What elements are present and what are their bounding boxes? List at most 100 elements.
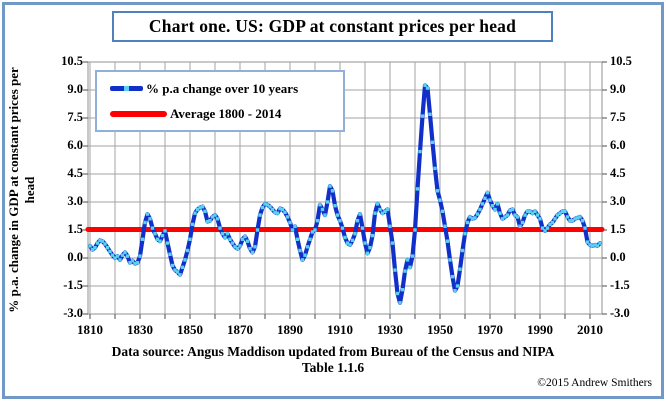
data-point-marker <box>278 206 282 211</box>
data-point-marker <box>573 217 577 221</box>
data-point-marker <box>240 237 245 241</box>
data-point-marker <box>408 265 412 269</box>
data-point-marker <box>225 232 230 236</box>
data-point-marker <box>375 202 380 206</box>
series-markers <box>88 83 602 305</box>
data-point-marker <box>143 220 147 225</box>
data-point-marker <box>198 205 202 210</box>
data-point-marker <box>570 219 575 223</box>
data-point-marker <box>398 301 402 305</box>
data-point-marker <box>325 200 330 204</box>
data-point-marker <box>428 112 432 116</box>
data-point-marker <box>495 202 500 206</box>
y-axis-tick-label-left: 10.5 <box>61 54 83 68</box>
data-point-marker <box>260 205 265 210</box>
data-point-marker <box>168 252 172 256</box>
data-point-marker <box>373 211 377 215</box>
data-point-marker <box>465 220 470 225</box>
data-point-marker <box>183 258 187 262</box>
data-point-marker <box>363 241 367 245</box>
data-point-marker <box>370 233 375 238</box>
data-point-marker <box>538 217 542 221</box>
y-axis-tick-label-right: -3.0 <box>610 306 630 320</box>
data-point-marker <box>463 232 467 236</box>
data-point-marker <box>230 241 235 245</box>
data-point-marker <box>148 217 152 221</box>
data-point-marker <box>163 229 167 233</box>
data-point-marker <box>280 207 285 212</box>
data-point-marker <box>585 240 590 244</box>
data-point-marker <box>270 207 275 212</box>
data-point-marker <box>588 243 592 247</box>
y-axis-tick-label-left: 3.0 <box>67 194 83 208</box>
data-point-marker <box>330 189 335 193</box>
y-axis-tick-label-right: 1.5 <box>610 222 626 236</box>
data-point-marker <box>565 215 570 219</box>
data-point-marker <box>255 228 260 232</box>
data-point-marker <box>510 207 515 212</box>
y-axis-title-line2: head <box>22 176 37 204</box>
data-point-marker <box>513 213 517 217</box>
y-axis-tick-label-left: 9.0 <box>67 82 83 96</box>
data-point-marker <box>125 254 130 258</box>
x-axis-tick-label: 2010 <box>577 322 603 337</box>
y-axis-tick-label-left: 0.0 <box>67 250 83 264</box>
data-point-marker <box>595 244 600 248</box>
data-point-marker <box>505 213 510 217</box>
data-point-marker <box>490 204 495 208</box>
data-point-marker <box>100 239 105 243</box>
data-point-marker <box>138 254 142 258</box>
y-axis-tick-label-left: 1.5 <box>67 222 83 236</box>
data-point-marker <box>533 209 537 213</box>
y-axis-tick-label-left: 4.5 <box>67 166 83 180</box>
data-point-marker <box>120 253 125 257</box>
data-point-marker <box>243 234 247 239</box>
data-point-marker <box>283 210 287 214</box>
data-point-marker <box>190 222 195 227</box>
y-axis-tick-label-right: 3.0 <box>610 194 626 208</box>
data-point-marker <box>543 229 547 233</box>
data-point-marker <box>593 243 597 247</box>
data-point-marker <box>498 211 502 215</box>
data-point-marker <box>300 258 305 262</box>
data-point-marker <box>598 241 602 245</box>
data-point-marker <box>110 253 115 257</box>
data-point-marker <box>400 288 405 292</box>
data-point-marker <box>413 228 417 232</box>
data-point-marker <box>195 207 200 212</box>
data-point-marker <box>295 237 300 241</box>
legend-red-line-sample <box>110 110 167 117</box>
data-point-marker <box>318 203 322 207</box>
data-point-marker <box>580 219 585 223</box>
data-point-marker <box>518 224 522 228</box>
data-point-marker <box>483 196 487 200</box>
data-point-marker <box>453 289 457 293</box>
data-point-marker <box>493 207 497 212</box>
data-point-marker <box>213 213 217 217</box>
y-axis-tick-label-right: 9.0 <box>610 82 626 96</box>
y-axis-tick-label-left: -1.5 <box>63 278 83 292</box>
y-axis-tick-label-right: 7.5 <box>610 110 626 124</box>
data-point-marker <box>360 226 365 230</box>
y-axis-title: % p.a. change in GDP at constant prices … <box>6 40 40 340</box>
data-point-marker <box>140 237 145 241</box>
data-point-marker <box>470 217 475 221</box>
data-point-marker <box>150 226 155 230</box>
x-axis-tick-label: 1950 <box>427 322 453 337</box>
data-point-marker <box>238 244 242 248</box>
data-point-marker <box>563 209 567 213</box>
y-axis-tick-label-right: 10.5 <box>610 54 632 68</box>
data-point-marker <box>108 249 112 254</box>
data-point-marker <box>488 198 492 202</box>
data-point-marker <box>438 198 442 202</box>
data-point-marker <box>455 284 460 288</box>
y-axis-tick-label-left: -3.0 <box>63 306 83 320</box>
data-point-marker <box>450 275 455 279</box>
data-point-marker <box>568 219 572 223</box>
y-axis-tick-label-right: 0.0 <box>610 250 626 264</box>
y-axis-title-line1: % p.a. change in GDP at constant prices … <box>6 67 21 313</box>
data-point-marker <box>553 217 557 221</box>
data-point-marker <box>388 224 392 228</box>
data-point-marker <box>118 258 122 262</box>
data-point-marker <box>348 243 352 247</box>
